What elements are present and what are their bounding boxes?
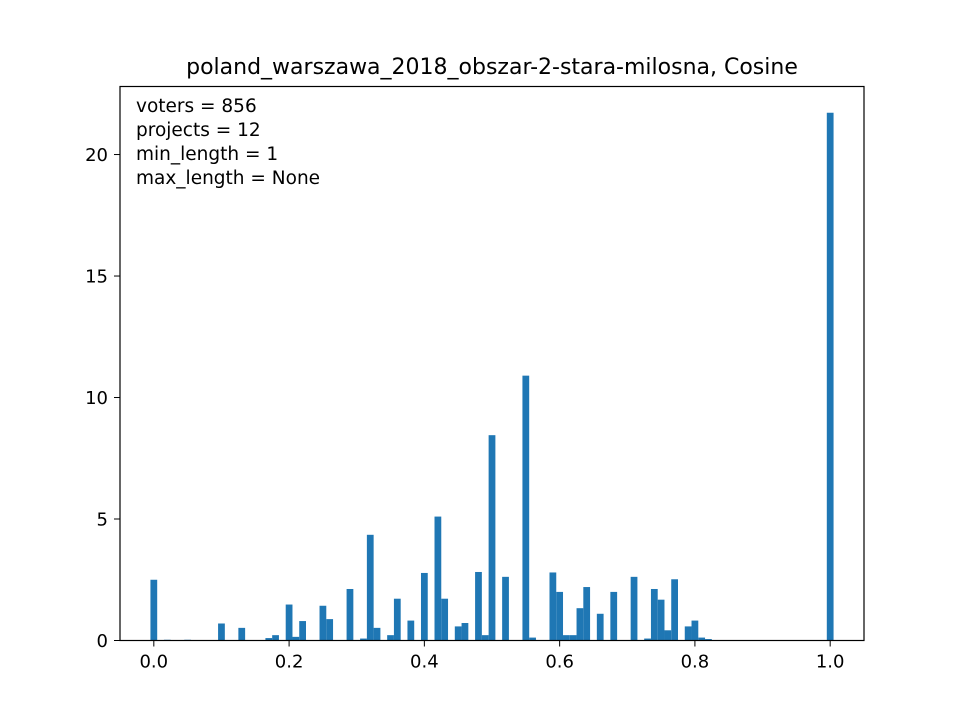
plot-frame	[119, 85, 865, 642]
x-tick-label: 0.6	[545, 652, 574, 673]
histogram-bar	[407, 620, 415, 641]
histogram-bar	[691, 620, 699, 641]
x-tick-label: 0.4	[410, 652, 439, 673]
histogram-bar	[705, 639, 712, 641]
histogram-bar	[664, 630, 672, 641]
histogram-bar	[475, 571, 482, 641]
histogram-bar	[285, 604, 293, 641]
annotation-line: voters = 856	[136, 96, 257, 117]
y-tick-label: 10	[85, 388, 108, 409]
histogram-bar	[684, 626, 692, 641]
histogram-bar	[529, 637, 536, 641]
histogram-bar	[292, 636, 300, 641]
histogram-bar	[393, 598, 401, 641]
histogram-bar	[556, 591, 564, 641]
histogram-bar	[420, 572, 428, 641]
annotation-line: max_length = None	[136, 168, 320, 189]
histogram-bar	[596, 613, 604, 641]
histogram-bar	[698, 637, 706, 641]
histogram-bar	[569, 635, 577, 641]
histogram-bar	[265, 638, 273, 641]
annotation-line: min_length = 1	[136, 144, 278, 165]
y-tick-label: 5	[97, 510, 108, 531]
histogram-bar	[650, 588, 658, 641]
histogram-bar	[671, 579, 678, 641]
histogram-bar	[826, 112, 834, 641]
histogram-bar	[630, 576, 638, 641]
histogram-bar	[272, 635, 279, 641]
histogram-bar	[319, 605, 327, 641]
histogram-bar	[218, 623, 225, 641]
chart-title: poland_warszawa_2018_obszar-2-stara-milo…	[186, 55, 798, 80]
histogram-bar	[387, 635, 394, 641]
x-tick-label: 0.0	[139, 652, 168, 673]
histogram-bar	[657, 599, 665, 641]
histogram-bar	[454, 626, 462, 641]
histogram-bar	[299, 621, 306, 641]
x-tick-label: 0.2	[275, 652, 304, 673]
y-tick-label: 0	[97, 631, 108, 652]
histogram-bar	[610, 591, 618, 641]
y-axis: 0 5 10 15 20	[85, 145, 120, 652]
y-tick-label: 20	[85, 145, 108, 166]
histogram-bar	[576, 608, 584, 641]
annotation-line: projects = 12	[136, 120, 261, 141]
histogram-bar	[238, 627, 246, 641]
histogram-bar	[150, 579, 158, 641]
x-tick-label: 0.8	[681, 652, 710, 673]
histogram-bar	[434, 516, 442, 641]
histogram-bar	[360, 638, 367, 641]
histogram-bar	[461, 623, 469, 641]
histogram-bar	[366, 534, 374, 641]
histogram-bar	[644, 638, 651, 641]
histogram-bar	[522, 375, 530, 641]
histogram-bar	[549, 572, 557, 641]
histogram-bar	[502, 576, 509, 641]
histogram-bar	[441, 598, 449, 641]
histogram-bar	[326, 619, 334, 641]
histogram-bar	[481, 635, 489, 641]
histogram-bar	[563, 635, 570, 641]
x-axis: 0.0 0.2 0.4 0.6 0.8 1.0	[139, 640, 845, 673]
histogram-bar	[488, 435, 496, 641]
histogram-bar	[583, 587, 591, 641]
y-tick-label: 15	[85, 267, 108, 288]
x-tick-label: 1.0	[816, 652, 845, 673]
histogram-bar	[373, 627, 381, 641]
bars-group	[150, 112, 834, 641]
annotation-block: voters = 856 projects = 12 min_length = …	[136, 96, 320, 189]
histogram-bar	[346, 588, 354, 641]
